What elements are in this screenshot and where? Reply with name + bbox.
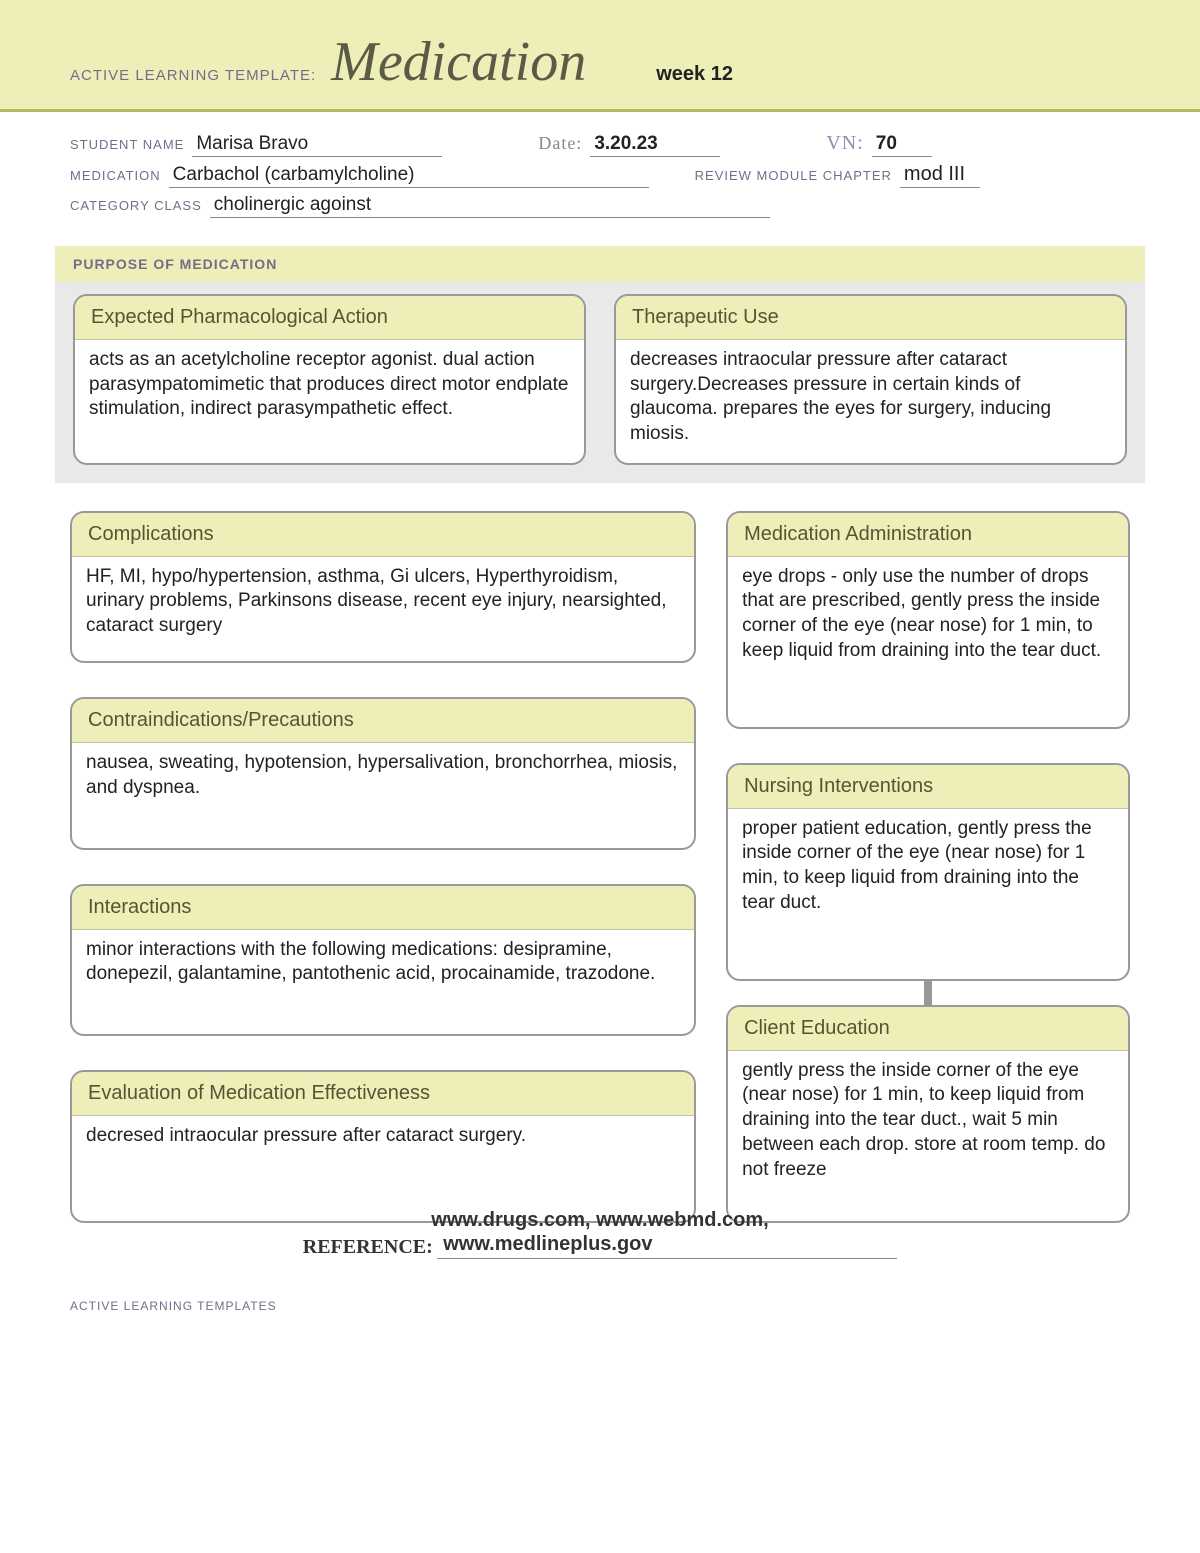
card-admin-body: eye drops - only use the number of drops…	[728, 557, 1128, 729]
card-therapeutic-use-body: decreases intraocular pressure after cat…	[616, 340, 1125, 463]
footer-text: ACTIVE LEARNING TEMPLATES	[70, 1299, 1130, 1313]
form-header: STUDENT NAME Marisa Bravo Date: 3.20.23 …	[0, 112, 1200, 234]
date-label: Date:	[538, 133, 582, 154]
card-pharm-action-title: Expected Pharmacological Action	[75, 296, 584, 340]
card-complications-body: HF, MI, hypo/hypertension, asthma, Gi ul…	[72, 557, 694, 664]
card-interactions-body: minor interactions with the following me…	[72, 930, 694, 1037]
card-evaluation-title: Evaluation of Medication Effectiveness	[72, 1072, 694, 1116]
medication-value: Carbachol (carbamylcholine)	[169, 164, 649, 188]
card-contra: Contraindications/Precautions nausea, sw…	[70, 697, 696, 850]
card-evaluation-body: decresed intraocular pressure after cata…	[72, 1116, 694, 1186]
vn-label: VN:	[826, 132, 863, 155]
category-label: CATEGORY CLASS	[70, 198, 202, 213]
main-grid: Complications HF, MI, hypo/hypertension,…	[70, 511, 1130, 1223]
card-interactions-title: Interactions	[72, 886, 694, 930]
card-interactions: Interactions minor interactions with the…	[70, 884, 696, 1037]
card-therapeutic-use-title: Therapeutic Use	[616, 296, 1125, 340]
card-client-ed-body: gently press the inside corner of the ey…	[728, 1051, 1128, 1211]
card-nursing: Nursing Interventions proper patient edu…	[726, 763, 1130, 981]
card-complications: Complications HF, MI, hypo/hypertension,…	[70, 511, 696, 664]
page: ACTIVE LEARNING TEMPLATE: Medication wee…	[0, 0, 1200, 1353]
reference-row: www.drugs.com, www.webmd.com, REFERENCE:…	[70, 1233, 1130, 1259]
purpose-section: PURPOSE OF MEDICATION Expected Pharmacol…	[55, 246, 1145, 483]
col-right: Medication Administration eye drops - on…	[726, 511, 1130, 1223]
card-complications-title: Complications	[72, 513, 694, 557]
card-evaluation: Evaluation of Medication Effectiveness d…	[70, 1070, 696, 1223]
card-nursing-body: proper patient education, gently press t…	[728, 809, 1128, 979]
card-admin: Medication Administration eye drops - on…	[726, 511, 1130, 729]
banner-title: Medication	[331, 30, 586, 94]
vn-value: 70	[872, 133, 932, 157]
review-label: REVIEW MODULE CHAPTER	[695, 168, 892, 183]
connector	[924, 981, 932, 1005]
card-pharm-action: Expected Pharmacological Action acts as …	[73, 294, 586, 465]
student-name-value: Marisa Bravo	[192, 133, 442, 157]
reference-line1: www.drugs.com, www.webmd.com,	[431, 1209, 768, 1232]
col-left: Complications HF, MI, hypo/hypertension,…	[70, 511, 696, 1223]
banner-week: week 12	[656, 63, 733, 86]
card-contra-title: Contraindications/Precautions	[72, 699, 694, 743]
card-nursing-title: Nursing Interventions	[728, 765, 1128, 809]
review-value: mod III	[900, 163, 980, 188]
reference-label: REFERENCE:	[303, 1236, 433, 1259]
reference-line2: www.medlineplus.gov	[437, 1233, 897, 1259]
card-pharm-action-body: acts as an acetylcholine receptor agonis…	[75, 340, 584, 438]
category-value: cholinergic agoinst	[210, 194, 770, 218]
student-name-label: STUDENT NAME	[70, 137, 184, 152]
medication-label: MEDICATION	[70, 168, 161, 183]
banner: ACTIVE LEARNING TEMPLATE: Medication wee…	[0, 0, 1200, 112]
card-contra-body: nausea, sweating, hypotension, hypersali…	[72, 743, 694, 850]
card-admin-title: Medication Administration	[728, 513, 1128, 557]
banner-label: ACTIVE LEARNING TEMPLATE:	[70, 67, 316, 84]
card-client-ed: Client Education gently press the inside…	[726, 1005, 1130, 1223]
date-value: 3.20.23	[590, 133, 720, 157]
card-therapeutic-use: Therapeutic Use decreases intraocular pr…	[614, 294, 1127, 465]
card-client-ed-title: Client Education	[728, 1007, 1128, 1051]
purpose-header: PURPOSE OF MEDICATION	[55, 246, 1145, 282]
